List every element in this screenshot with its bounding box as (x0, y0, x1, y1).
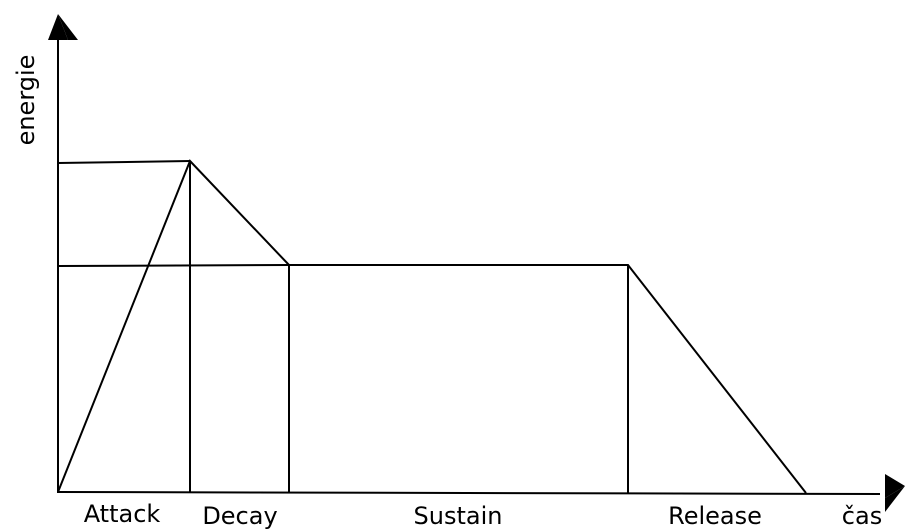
x-axis (57, 491, 881, 495)
x-axis-label: čas (842, 502, 882, 529)
y-axis-arrow-shadow (58, 14, 78, 40)
y-axis-arrow (48, 14, 68, 40)
phase-label: Release (668, 502, 762, 529)
peak-level (57, 160, 191, 164)
x-axis-arrow-shadow (885, 486, 905, 512)
phase-label: Decay (202, 502, 277, 529)
phase-label: Sustain (414, 502, 503, 529)
x-axis-arrow (885, 474, 905, 498)
envelope (57, 159, 807, 494)
phase-label: Attack (84, 500, 161, 528)
sustain-level (57, 264, 290, 267)
y-axis-label: energie (12, 55, 40, 146)
